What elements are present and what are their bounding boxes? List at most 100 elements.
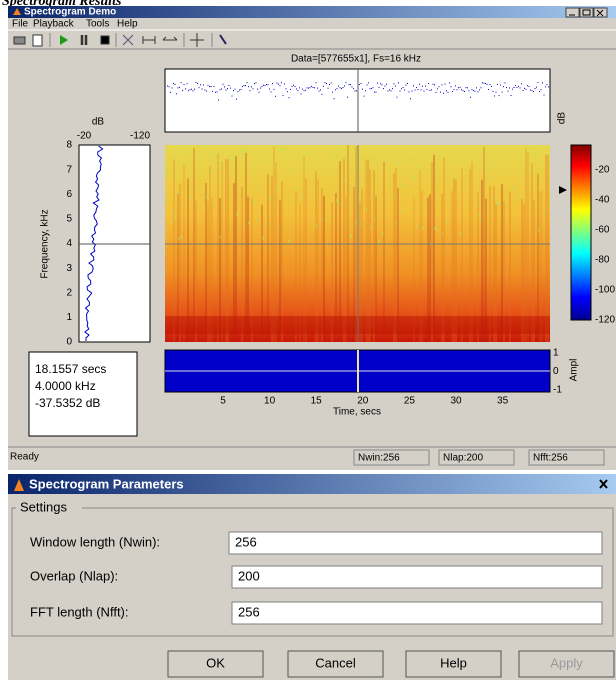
trace-dot (400, 91, 401, 92)
trace-dot (392, 88, 393, 89)
trace-dot (344, 85, 345, 86)
trace-dot (191, 89, 192, 90)
trace-dot (541, 89, 542, 90)
trace-dot (178, 87, 179, 88)
ampl-tick-label: 0 (553, 366, 559, 377)
trace-dot (428, 83, 429, 84)
texture-speck (280, 148, 282, 151)
trace-dot (488, 89, 489, 90)
print-button[interactable] (14, 37, 25, 44)
minimize[interactable] (566, 8, 579, 17)
trace-dot (533, 91, 534, 92)
stop-button[interactable] (101, 36, 109, 44)
trace-dot (490, 84, 491, 85)
trace-dot (259, 92, 260, 93)
button-label[interactable]: OK (206, 655, 225, 670)
texture-speck (512, 187, 514, 190)
trace-dot (175, 84, 176, 85)
texture-speck (400, 210, 402, 213)
menu-item[interactable]: Tools (86, 19, 109, 30)
field-value[interactable]: 256 (238, 604, 260, 619)
trace-dot (530, 90, 531, 91)
trace-dot (340, 87, 341, 88)
trace-dot (406, 85, 407, 86)
trace-dot (509, 87, 510, 88)
trace-dot (262, 86, 263, 87)
trace-dot (542, 82, 543, 83)
field-label: FFT length (Nfft): (30, 604, 129, 619)
trace-dot (506, 87, 507, 88)
button-label[interactable]: Apply (550, 655, 583, 670)
trace-dot (232, 96, 233, 97)
trace-dot (298, 90, 299, 91)
trace-dot (383, 88, 384, 89)
field-input[interactable] (229, 532, 602, 554)
menu-item[interactable]: Help (117, 19, 138, 30)
trace-dot (364, 96, 365, 97)
trace-dot (386, 84, 387, 85)
y-tick-label: 0 (66, 337, 72, 348)
colorbar-tick-label: -40 (595, 195, 610, 206)
trace-dot (292, 86, 293, 87)
readout-line: 18.1557 secs (35, 362, 106, 376)
trace-dot (184, 84, 185, 85)
trace-dot (302, 89, 303, 90)
trace-dot (304, 90, 305, 91)
trace-dot (269, 89, 270, 90)
trace-dot (179, 87, 180, 88)
trace-dot (466, 87, 467, 88)
trace-dot (224, 86, 225, 87)
preview-button[interactable] (33, 35, 42, 46)
texture-speck (166, 174, 168, 177)
trace-dot (172, 88, 173, 89)
trace-dot (374, 92, 375, 93)
trace-dot (190, 89, 191, 90)
settings-fields: Window length (Nwin):256Overlap (Nlap):2… (30, 532, 602, 624)
trace-dot (277, 83, 278, 84)
field-value[interactable]: 256 (235, 534, 257, 549)
trace-dot (430, 90, 431, 91)
trace-dot (326, 83, 327, 84)
trace-dot (458, 87, 459, 88)
button-label[interactable]: Cancel (315, 655, 356, 670)
status-fields: Nwin:256Nlap:200Nfft:256 (354, 450, 604, 465)
trace-dot (526, 89, 527, 90)
button-label[interactable]: Help (440, 655, 467, 670)
trace-dot (497, 84, 498, 85)
colorbar-tick-label: -60 (595, 225, 610, 236)
trace-dot (256, 82, 257, 83)
field-label: Window length (Nwin): (30, 534, 160, 549)
trace-dot (236, 99, 237, 100)
menu-item[interactable]: Playback (33, 19, 75, 30)
y-tick-label: 2 (66, 287, 72, 298)
trace-dot (422, 86, 423, 87)
menu-item[interactable]: File (12, 19, 29, 30)
texture-speck (528, 167, 530, 170)
texture-speck (218, 159, 220, 162)
field-input[interactable] (232, 566, 602, 588)
texture-speck (422, 226, 424, 229)
trace-dot (448, 92, 449, 93)
field-value[interactable]: 200 (238, 568, 260, 583)
trace-dot (439, 86, 440, 87)
texture-speck (496, 202, 498, 205)
trace-dot (272, 83, 273, 84)
trace-dot (307, 87, 308, 88)
trace-dot (478, 91, 479, 92)
trace-dot (388, 90, 389, 91)
trace-dot (437, 88, 438, 89)
maximize[interactable] (580, 8, 593, 17)
trace-dot (217, 91, 218, 92)
texture-speck (416, 225, 418, 228)
texture-speck (456, 161, 458, 164)
trace-dot (208, 85, 209, 86)
x-tick-label: 5 (220, 396, 226, 407)
window-controls[interactable] (566, 8, 607, 17)
left-xlabel: dB (92, 117, 105, 128)
trace-dot (389, 89, 390, 90)
texture-speck (288, 240, 290, 243)
trace-dot (347, 97, 348, 98)
trace-dot (338, 86, 339, 87)
trace-dot (416, 87, 417, 88)
field-input[interactable] (232, 602, 602, 624)
